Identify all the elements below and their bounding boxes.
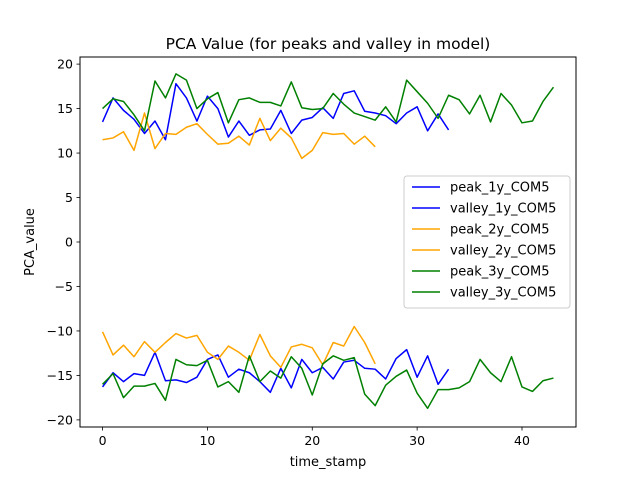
y-tick-label: −5 [55,279,73,294]
legend: peak_1y_COM5 valley_1y_COM5 peak_2y_COM5va… [403,175,571,309]
x-axis-ticks: 0 10 20 30 40 [99,427,530,448]
legend-box [403,175,571,309]
legend-label-valley_1y_COM5: valley_1y_COM5 [450,202,556,217]
x-tick-label: 20 [304,433,320,448]
series-layer [101,73,555,410]
series-line-peak_3y_COM5 [102,73,555,132]
y-tick-label: −20 [47,412,73,427]
y-tick-label: 10 [57,146,73,161]
series-line-peak_2y_COM5 [102,112,376,160]
y-tick-label: 0 [65,235,73,250]
series-line-peak_1y_COM5 [101,82,450,141]
y-tick-label: 20 [57,57,73,72]
legend-label-valley_2y_COM5: valley_2y_COM5 [450,244,556,259]
y-tick-label: −15 [47,368,73,383]
series-line-valley_3y_COM5 [102,355,554,410]
y-tick-label: 15 [57,101,73,116]
y-axis-label: PCA_value [23,208,38,276]
series-line-valley_2y_COM5 [101,325,376,369]
y-tick-label: 5 [65,190,73,205]
y-tick-label: −10 [47,323,73,338]
x-axis-label: time_stamp [290,455,367,470]
legend-label-peak_1y_COM5: peak_1y_COM5 [450,181,550,196]
x-tick-label: 10 [199,433,215,448]
legend-label-valley_3y_COM5: valley_3y_COM5 [450,286,556,301]
y-axis-ticks: −20 −15 −10 −5 0 5 10 15 20 [47,57,80,427]
legend-label-peak_3y_COM5: peak_3y_COM5 [450,265,550,280]
chart-title: PCA Value (for peaks and valley in model… [166,35,491,53]
x-tick-label: 30 [409,433,425,448]
series-line-valley_1y_COM5 [101,348,450,394]
legend-entries: peak_1y_COM5 valley_1y_COM5 peak_2y_COM5va… [412,181,556,301]
x-tick-label: 40 [514,433,530,448]
x-tick-label: 0 [99,433,107,448]
legend-label-peak_2y_COM5: peak_2y_COM5 [450,223,550,238]
